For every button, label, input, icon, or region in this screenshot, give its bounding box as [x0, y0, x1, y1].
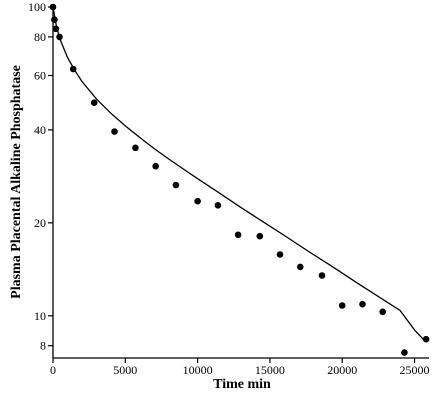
data-point: [379, 308, 387, 316]
x-tick-label: 20000: [327, 363, 357, 377]
data-point: [318, 272, 326, 279]
data-point: [152, 162, 159, 170]
data-point: [359, 300, 366, 308]
data-point: [276, 251, 284, 258]
y-axis-title: Plasma Placental Alkaline Phosphatase: [9, 65, 24, 299]
y-tick-label: 80: [34, 30, 46, 44]
data-point: [69, 65, 77, 73]
y-axis-ticks: 8 10 20 40 60 80 100: [28, 0, 53, 353]
data-point: [111, 128, 118, 135]
data-point: [297, 263, 304, 271]
data-point: [90, 99, 98, 106]
x-tick-label: 10000: [183, 363, 213, 377]
data-point: [234, 231, 242, 239]
data-point: [132, 144, 139, 152]
data-points: [49, 3, 430, 356]
y-tick-label: 8: [40, 339, 46, 353]
x-tick-label: 15000: [255, 363, 285, 377]
x-axis-ticks: 0 5000 10000 15000 20000 25000: [50, 358, 430, 377]
data-point: [194, 197, 201, 205]
data-point: [214, 202, 222, 209]
data-point: [51, 16, 58, 23]
data-point: [56, 33, 63, 41]
y-tick-label: 20: [34, 216, 46, 230]
y-tick-label: 10: [34, 309, 46, 323]
data-point: [172, 181, 180, 189]
x-tick-label: 0: [50, 363, 56, 377]
y-tick-label: 40: [34, 123, 46, 137]
x-tick-label: 5000: [113, 363, 137, 377]
y-tick-label: 60: [34, 69, 46, 83]
fitted-curve: [52, 6, 426, 342]
data-point: [422, 335, 430, 343]
data-point: [401, 349, 408, 356]
y-tick-label: 100: [28, 0, 46, 14]
x-tick-label: 25000: [400, 363, 430, 377]
data-point: [52, 25, 60, 33]
data-point: [338, 302, 346, 309]
data-point: [256, 232, 264, 240]
x-axis-title: Time min: [213, 377, 271, 392]
